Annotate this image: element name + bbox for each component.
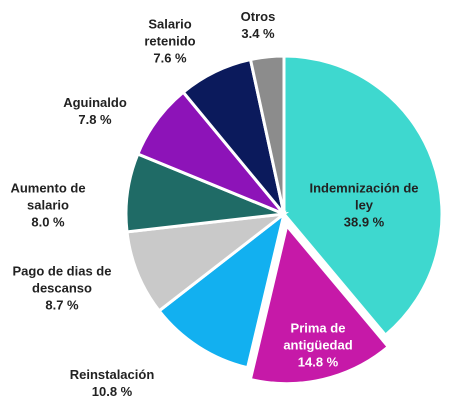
- category-label: Aguinaldo: [63, 95, 127, 110]
- category-label: Aumento de salario: [10, 180, 86, 213]
- value-label: 7.8 %: [78, 112, 112, 127]
- value-label: 38.9 %: [343, 214, 385, 230]
- pie-slice: [248, 54, 286, 215]
- category-label: Prima de antigüedad: [283, 320, 353, 353]
- category-label: Pago de dias de descanso: [12, 263, 112, 296]
- category-label: Indemnización de ley: [309, 180, 419, 213]
- slice-label: Aumento de salario 8.0 %: [3, 180, 93, 231]
- pie-slice: [157, 210, 287, 370]
- pie-slice: [282, 54, 444, 338]
- slice-label: Reinstalación 10.8 %: [57, 366, 167, 400]
- value-label: 8.7 %: [45, 297, 79, 313]
- slice-label: Indemnización de ley 38.9 %: [304, 180, 424, 231]
- slice-label: Aguinaldo 7.8 %: [50, 94, 140, 128]
- value-label: 8.0 %: [31, 214, 65, 230]
- value-label: 10.8 %: [91, 384, 133, 399]
- pie-slice: [248, 222, 391, 386]
- category-label: Salario retenido: [144, 16, 196, 49]
- category-label: Otros: [240, 9, 276, 24]
- slice-label: Otros 3.4 %: [228, 8, 288, 42]
- pie-slice: [125, 211, 290, 313]
- category-label: Reinstalación: [69, 367, 155, 382]
- slice-label: Pago de dias de descanso 8.7 %: [7, 263, 117, 314]
- value-label: 3.4 %: [241, 26, 275, 41]
- slice-label: Prima de antigüedad 14.8 %: [268, 320, 368, 371]
- slice-label: Salario retenido 7.6 %: [125, 16, 215, 67]
- value-label: 7.6 %: [153, 50, 187, 66]
- value-label: 14.8 %: [297, 354, 339, 370]
